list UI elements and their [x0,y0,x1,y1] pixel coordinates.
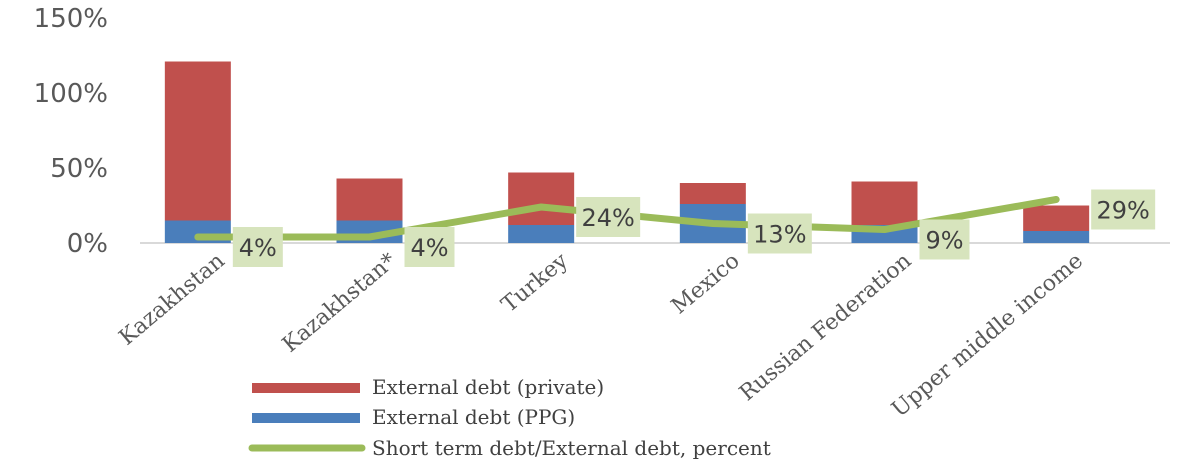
data-label-box [404,227,455,267]
bar-ppg [1023,231,1090,243]
data-label: 9% [925,227,963,255]
legend-label-private: External debt (private) [372,375,604,399]
category-label: Turkey [497,248,573,318]
category-label: Kazakhstan* [278,248,401,357]
y-tick-label: 0% [67,229,108,259]
y-axis-ticks: 0% 50% 100% 150% [34,4,108,259]
data-label-box [1091,189,1156,230]
bar-private [851,181,918,225]
data-label-box [576,197,641,237]
data-label-box [919,219,970,260]
bar-private [164,61,231,221]
legend: External debt (private) External debt (P… [248,375,771,460]
legend-swatch-private [252,383,360,393]
data-label-box [747,213,812,254]
bar-private [679,183,746,204]
data-label: 29% [1096,197,1149,225]
y-tick-label: 150% [34,4,108,34]
data-label: 4% [239,234,277,262]
legend-swatch-ppg [252,413,360,423]
category-label: Upper middle income [887,248,1088,422]
bar-ppg [508,225,575,243]
bar-private [336,178,403,221]
data-labels: 4% 4% 24% 13% 9% 29% [232,189,1156,267]
data-label-box [232,227,283,267]
data-label: 4% [410,234,448,262]
data-label: 13% [753,221,806,249]
category-label: Kazakhstan [115,248,230,350]
legend-label-line: Short term debt/External debt, percent [372,436,771,460]
y-tick-label: 50% [50,154,108,184]
legend-label-ppg: External debt (PPG) [372,405,575,429]
category-label: Mexico [667,248,745,319]
data-label: 24% [581,204,634,232]
category-label: Russian Federation [735,248,916,406]
y-tick-label: 100% [34,79,108,109]
bar-private [508,172,575,225]
bar-private [1023,205,1090,231]
